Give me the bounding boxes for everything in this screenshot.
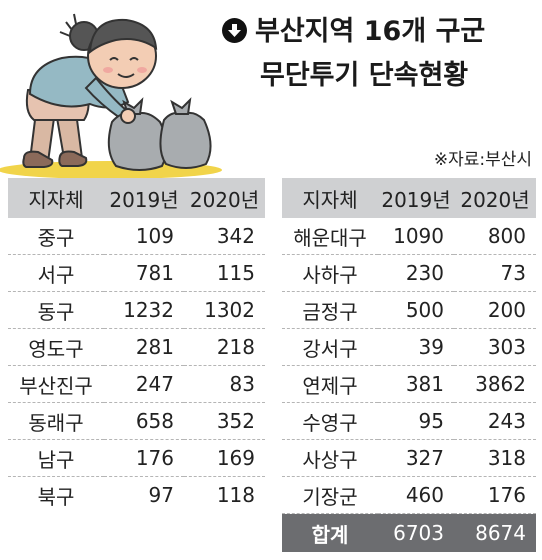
- title-line-1: 부산지역 16개 구군: [255, 16, 486, 47]
- value-2019-cell: 281: [104, 328, 184, 366]
- value-2020-cell: 303: [454, 328, 536, 366]
- district-name-cell: 수영구: [282, 402, 378, 440]
- value-2020-cell: 342: [184, 218, 265, 255]
- title-line-2: 무단투기 단속현황: [260, 60, 469, 91]
- value-2019-cell: 500: [378, 291, 454, 329]
- table-row: 기장군 460 176: [282, 476, 536, 514]
- value-2020-cell: 200: [454, 291, 536, 329]
- district-name-cell: 영도구: [8, 328, 104, 366]
- district-name-cell: 사상구: [282, 439, 378, 477]
- table-row: 서구 781 115: [8, 254, 265, 292]
- district-name-cell: 동래구: [8, 402, 104, 440]
- table-row: 사상구 327 318: [282, 439, 536, 477]
- value-2019-cell: 658: [104, 402, 184, 440]
- district-name-cell: 동구: [8, 291, 104, 329]
- value-2019-cell: 327: [378, 439, 454, 477]
- value-2019-cell: 247: [104, 365, 184, 403]
- col-header-district: 지자체: [8, 178, 104, 218]
- col-header-2019: 2019년: [104, 178, 184, 218]
- table-row: 사하구 230 73: [282, 254, 536, 292]
- value-2020-cell: 118: [216, 483, 255, 507]
- total-2020-cell: 8674: [454, 513, 536, 552]
- value-2019-cell: 381: [378, 365, 454, 403]
- table-row: 동구 1232 1302: [8, 291, 265, 329]
- value-2020-cell: 218: [184, 328, 265, 366]
- value-2020-cell: 800: [454, 218, 536, 255]
- district-name-cell: 남구: [8, 439, 104, 477]
- value-2020-cell: 352: [184, 402, 265, 440]
- total-label-cell: 합계: [282, 513, 378, 552]
- table-row: 동래구 658 352: [8, 402, 265, 440]
- value-2020-cell: 115: [184, 254, 265, 292]
- source-note: ※자료:부산시: [433, 150, 532, 170]
- value-2019-cell: 1232: [104, 291, 184, 329]
- col-header-2019: 2019년: [378, 178, 454, 218]
- district-name-cell: 금정구: [282, 291, 378, 329]
- table-row: 북구 97 118: [8, 477, 265, 514]
- total-row: 합계 6703 8674: [282, 513, 536, 552]
- value-2020-cell: 3862: [454, 365, 536, 403]
- district-name-cell: 강서구: [282, 328, 378, 366]
- value-2019-cell: 230: [378, 254, 454, 292]
- value-2020-cell: 318: [454, 439, 536, 477]
- table-row: 강서구 39 303: [282, 328, 536, 366]
- table-row: 수영구 95 243: [282, 402, 536, 440]
- district-name-cell: 서구: [8, 254, 104, 292]
- district-name-cell: 사하구: [282, 254, 378, 292]
- value-2020-cell: 73: [454, 254, 536, 292]
- value-2020-cell: 83: [184, 365, 265, 403]
- header-row: 지자체 2019년 2020년: [282, 178, 536, 218]
- table-right: 지자체 2019년 2020년 해운대구 1090 800 사하구 230 73 금정구 50…: [282, 178, 536, 552]
- district-name-cell: 기장군: [282, 476, 378, 514]
- table-row: 해운대구 1090 800: [282, 218, 536, 255]
- illustration-person-trash-bags: [0, 13, 222, 178]
- table-row: 중구 109 342: [8, 218, 265, 255]
- col-header-district: 지자체: [282, 178, 378, 218]
- district-name-cell: 부산진구: [8, 365, 104, 403]
- district-name-cell: 해운대구: [282, 218, 378, 255]
- table-row: 금정구 500 200: [282, 291, 536, 329]
- table-row: 남구 176 169: [8, 439, 265, 477]
- value-2019-cell: 39: [378, 328, 454, 366]
- value-2019-cell: 95: [378, 402, 454, 440]
- value-2020-cell: 243: [454, 402, 536, 440]
- col-header-2020: 2020년: [454, 178, 536, 218]
- district-name-cell: 중구: [8, 218, 104, 255]
- table-row: 부산진구 247 83: [8, 365, 265, 403]
- table-row: 연제구 381 3862: [282, 365, 536, 403]
- page-title: 부산지역 16개 구군 무단투기 단속현황: [222, 10, 537, 98]
- value-2019-cell: 109: [104, 218, 184, 255]
- table-row: 영도구 281 218: [8, 328, 265, 366]
- value-2019-cell: 1090: [378, 218, 454, 255]
- value-2019-cell: 781: [104, 254, 184, 292]
- table-left: 지자체 2019년 2020년 중구 109 342 서구 781 115 동구 1232 13…: [8, 178, 265, 513]
- district-name-cell: 연제구: [282, 365, 378, 403]
- value-2019-cell: 460: [378, 476, 454, 514]
- value-2020-cell: 1302: [184, 291, 265, 329]
- header-row: 지자체 2019년 2020년: [8, 178, 265, 218]
- value-2020-cell: 169: [184, 439, 265, 477]
- down-arrow-circle-icon: [222, 18, 247, 43]
- col-header-2020: 2020년: [184, 178, 265, 218]
- value-2019-cell: 97: [148, 483, 174, 507]
- value-2019-cell: 176: [104, 439, 184, 477]
- total-2019-cell: 6703: [378, 513, 454, 552]
- district-name-cell: 북구: [37, 484, 75, 509]
- value-2020-cell: 176: [454, 476, 536, 514]
